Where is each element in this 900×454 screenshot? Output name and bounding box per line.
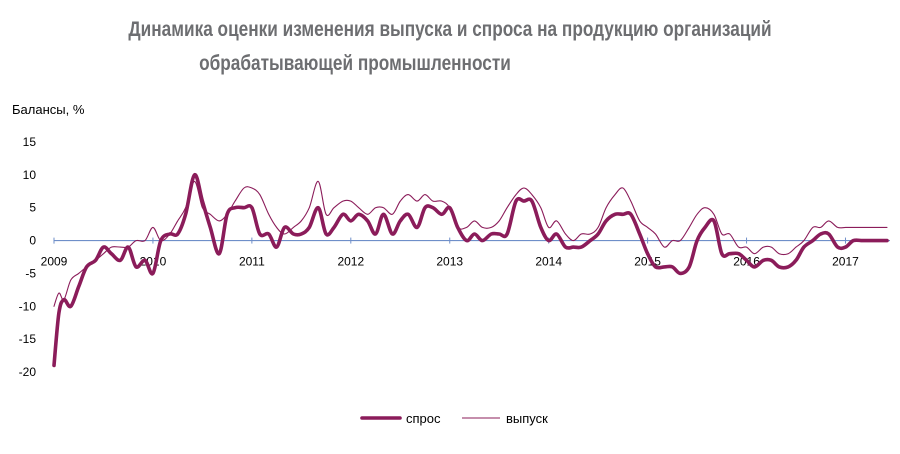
x-tick-label: 2014 (535, 255, 562, 269)
x-tick-label: 2012 (337, 255, 364, 269)
y-tick-label: -20 (19, 365, 37, 379)
y-tick-label: 10 (23, 168, 37, 182)
chart-title-line-1: Динамика оценки изменения выпуска и спро… (128, 18, 772, 41)
x-tick-label: 2011 (239, 255, 265, 269)
x-tick-label: 2017 (832, 255, 859, 269)
y-tick-label: 5 (29, 201, 36, 215)
y-axis-ticks: 15 10 5 0 -5 -10 -15 -20 (19, 135, 37, 379)
series-line-output (53, 180, 888, 307)
chart-title-line-2: обрабатывающей промышленности (199, 52, 511, 75)
x-tick-label: 2013 (436, 255, 463, 269)
y-tick-label: -15 (19, 332, 37, 346)
legend: спрос выпуск (360, 411, 548, 426)
y-tick-label: -5 (25, 266, 36, 280)
y-tick-label: -10 (19, 299, 37, 313)
y-tick-label: 0 (29, 234, 36, 248)
y-axis-label: Балансы, % (12, 102, 85, 117)
series-line-demand (52, 173, 889, 368)
legend-demand-label: спрос (406, 411, 441, 426)
y-tick-label: 15 (23, 135, 37, 149)
legend-output-label: выпуск (506, 411, 548, 426)
x-tick-label: 2009 (41, 255, 68, 269)
series-group (52, 173, 889, 368)
